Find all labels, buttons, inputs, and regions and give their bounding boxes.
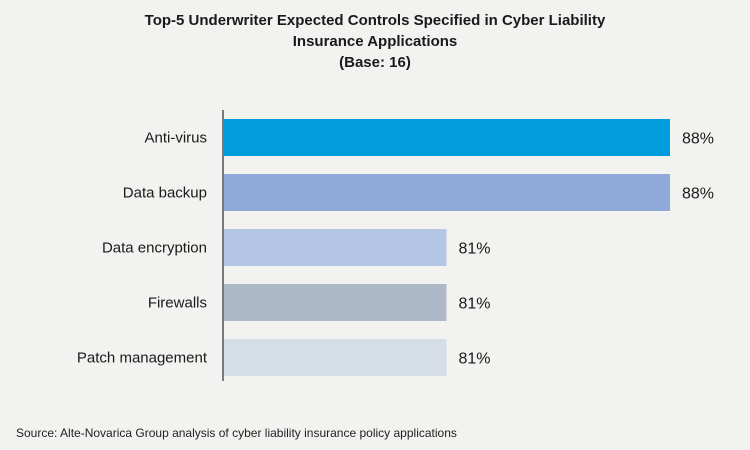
value-label-data-backup: 88%: [682, 186, 714, 203]
bar-firewalls: [223, 284, 447, 321]
category-label-patch-management: Patch management: [77, 350, 208, 367]
value-label-patch-management: 81%: [459, 351, 491, 368]
category-label-data-encryption: Data encryption: [102, 240, 207, 257]
bar-data-encryption: [223, 229, 447, 266]
bar-data-backup: [223, 174, 670, 211]
chart-title-line-1: Top-5 Underwriter Expected Controls Spec…: [144, 12, 606, 29]
bar-patch-management: [223, 339, 447, 376]
value-label-anti-virus: 88%: [682, 131, 714, 148]
value-label-data-encryption: 81%: [459, 241, 491, 258]
category-label-firewalls: Firewalls: [148, 295, 207, 312]
category-label-anti-virus: Anti-virus: [144, 130, 207, 147]
value-label-firewalls: 81%: [459, 296, 491, 313]
chart-title: Top-5 Underwriter Expected Controls Spec…: [0, 10, 750, 73]
bar-anti-virus: [223, 119, 670, 156]
category-label-data-backup: Data backup: [123, 185, 207, 202]
chart-title-line-3: (Base: 16): [339, 54, 411, 71]
chart-title-line-2: Insurance Applications: [292, 33, 458, 50]
source-note: Source: Alte-Novarica Group analysis of …: [16, 426, 457, 440]
